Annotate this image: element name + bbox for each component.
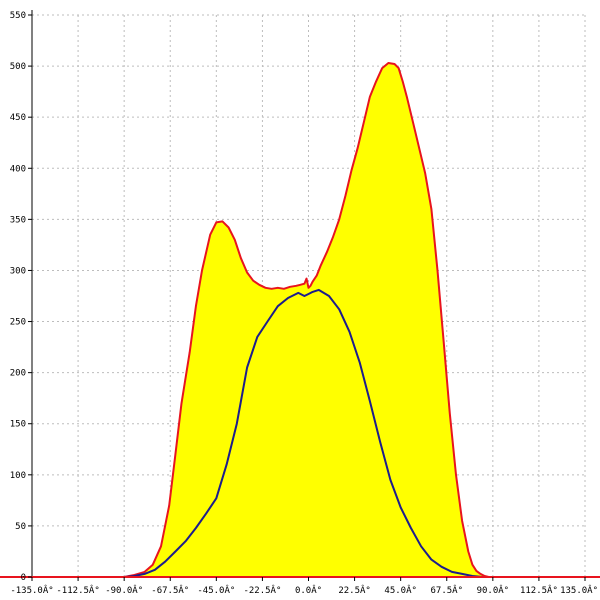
y-tick-label: 450 — [10, 113, 26, 123]
x-tick-label: 67.5Â° — [430, 584, 463, 596]
x-tick-label: 22.5Â° — [338, 584, 371, 596]
x-tick-label: -90.0Â° — [105, 584, 143, 596]
tick-labels: 0 50 100 150 200 250 300 350 400 450 500 550 -135.0Â… — [10, 11, 598, 596]
y-tick-label: 0 — [21, 573, 26, 583]
series-0-area — [124, 63, 493, 577]
series-1-line — [124, 288, 493, 578]
y-tick-label: 500 — [10, 62, 26, 72]
y-tick-label: 550 — [10, 11, 26, 21]
x-tick-label: 135.0Â° — [560, 584, 598, 596]
x-tick-label: 0.0Â° — [295, 584, 322, 596]
y-tick-label: 150 — [10, 420, 26, 430]
axes — [0, 10, 600, 581]
y-tick-label: 300 — [10, 266, 26, 276]
x-tick-label: -22.5Â° — [243, 584, 281, 596]
series-0-line — [124, 62, 493, 578]
y-tick-label: 50 — [15, 522, 26, 532]
x-tick-label: 112.5Â° — [520, 584, 558, 596]
y-tick-label: 250 — [10, 318, 26, 328]
x-tick-label: 45.0Â° — [384, 584, 417, 596]
y-tick-label: 350 — [10, 215, 26, 225]
y-tick-label: 100 — [10, 471, 26, 481]
y-tick-label: 200 — [10, 369, 26, 379]
x-tick-label: -45.0Â° — [197, 584, 235, 596]
series-layer — [124, 62, 493, 578]
x-tick-label: 90.0Â° — [477, 584, 510, 596]
x-tick-label: -135.0Â° — [10, 584, 53, 596]
x-tick-label: -67.5Â° — [151, 584, 189, 596]
x-tick-label: -112.5Â° — [56, 584, 99, 596]
y-tick-label: 400 — [10, 164, 26, 174]
